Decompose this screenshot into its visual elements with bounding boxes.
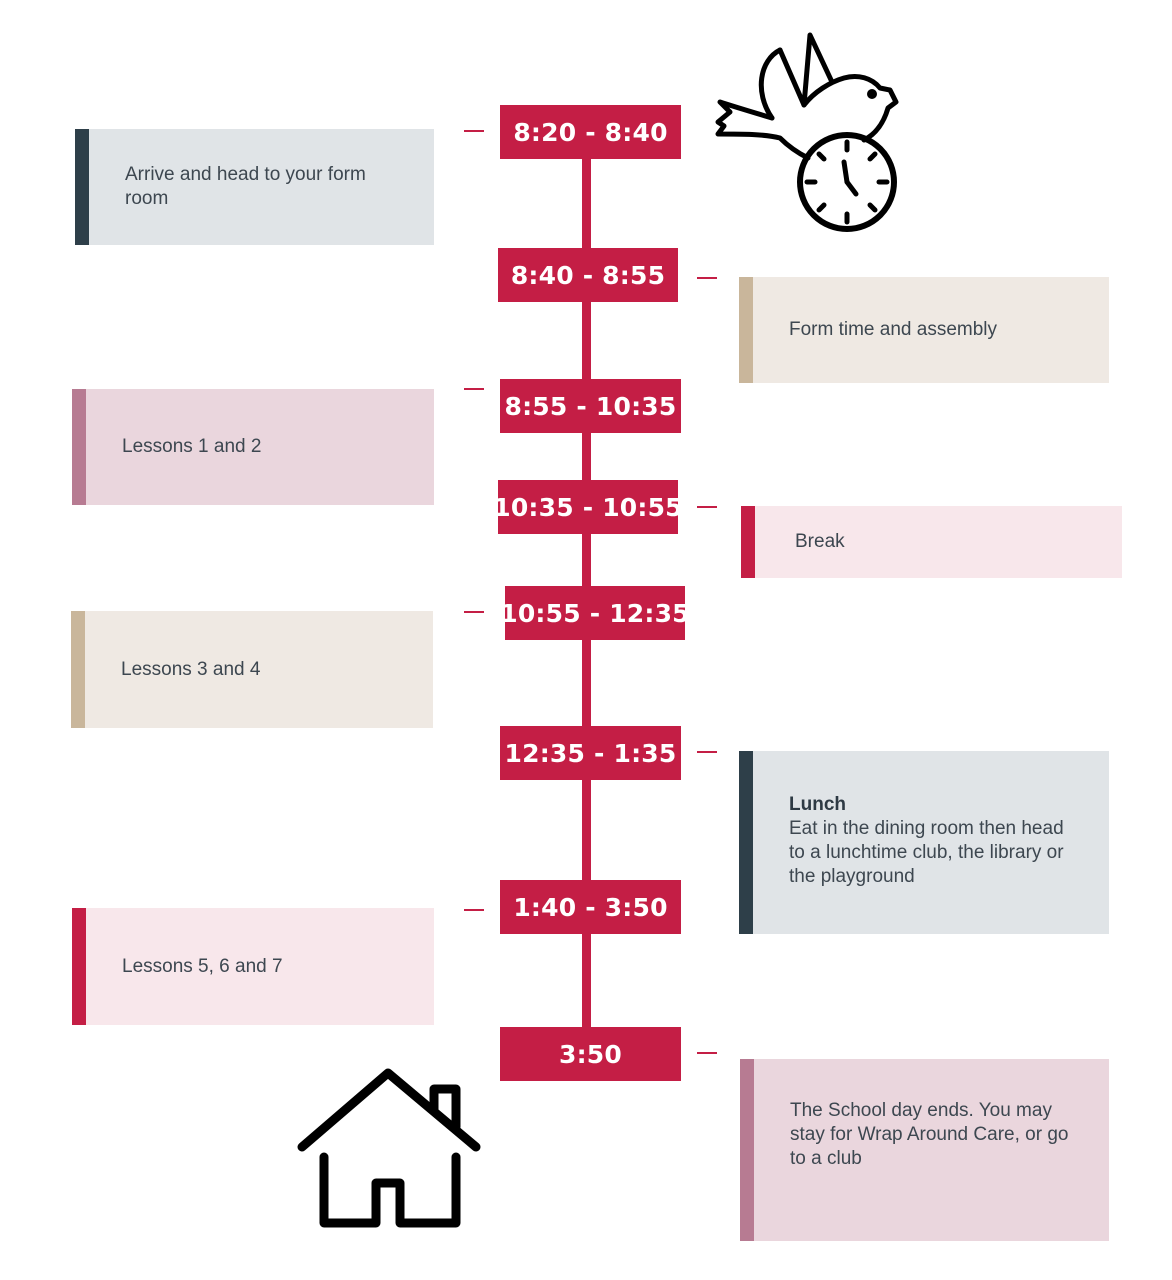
time-badge: 3:50	[500, 1027, 681, 1081]
card-accent-bar	[72, 389, 86, 505]
event-text: The School day ends. You may stay for Wr…	[790, 1100, 1069, 1169]
card-accent-bar	[71, 611, 85, 728]
card-accent-bar	[740, 1059, 754, 1241]
connector-tick	[697, 1052, 717, 1054]
card-accent-bar	[739, 277, 753, 383]
connector-tick	[464, 388, 484, 390]
event-text: Eat in the dining room then head to a lu…	[789, 818, 1064, 887]
connector-tick	[697, 751, 717, 753]
event-text: Lessons 3 and 4	[121, 658, 261, 680]
time-badge: 10:55 - 12:35	[500, 586, 690, 640]
card-accent-bar	[75, 129, 89, 245]
bird-with-clock-icon	[715, 32, 899, 232]
event-card-lunch: Lunch Eat in the dining room then head t…	[739, 751, 1109, 934]
event-text: Break	[795, 531, 845, 552]
event-card-day-ends: The School day ends. You may stay for Wr…	[740, 1059, 1109, 1241]
event-card-lessons-5-7: Lessons 5, 6 and 7	[72, 908, 434, 1025]
event-text: Arrive and head to your form room	[125, 164, 366, 209]
card-accent-bar	[72, 908, 86, 1025]
event-text-block: Lunch Eat in the dining room then head t…	[789, 793, 1079, 889]
event-card-arrive: Arrive and head to your form room	[75, 129, 434, 245]
connector-tick	[464, 130, 484, 132]
event-text: Form time and assembly	[789, 319, 998, 340]
connector-tick	[697, 506, 717, 508]
time-badge: 12:35 - 1:35	[500, 726, 681, 780]
card-accent-bar	[739, 751, 753, 934]
time-badge: 1:40 - 3:50	[500, 880, 681, 934]
event-card-break: Break	[741, 506, 1122, 578]
connector-tick	[464, 611, 484, 613]
connector-tick	[697, 277, 717, 279]
connector-tick	[464, 909, 484, 911]
house-icon	[297, 1068, 481, 1228]
event-text: Lessons 1 and 2	[122, 436, 262, 457]
time-badge: 8:20 - 8:40	[500, 105, 681, 159]
event-card-lessons-1-2: Lessons 1 and 2	[72, 389, 434, 505]
event-card-form-time: Form time and assembly	[739, 277, 1109, 383]
event-title: Lunch	[789, 794, 846, 815]
event-text: Lessons 5, 6 and 7	[122, 955, 283, 977]
time-badge: 8:40 - 8:55	[498, 248, 678, 302]
event-card-lessons-3-4: Lessons 3 and 4	[71, 611, 433, 728]
card-accent-bar	[741, 506, 755, 578]
time-badge: 8:55 - 10:35	[500, 379, 681, 433]
time-badge: 10:35 - 10:55	[493, 480, 683, 534]
